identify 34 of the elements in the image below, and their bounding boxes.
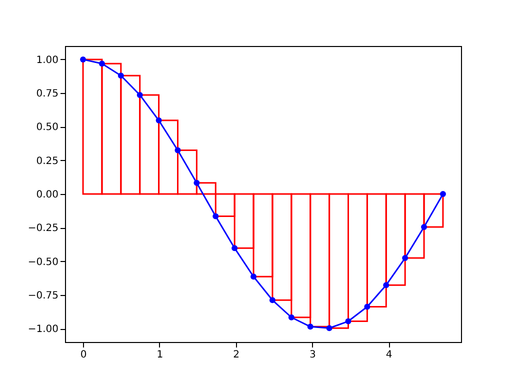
point: [194, 180, 200, 186]
y-tick-label: 0.75: [36, 88, 58, 100]
point: [156, 117, 162, 124]
y-tick-label: −0.25: [28, 223, 58, 234]
y-tick-label: 0.00: [36, 190, 58, 200]
y-tick-label: 1.00: [36, 54, 58, 66]
x-tick-label: 3: [310, 350, 316, 360]
point: [250, 274, 257, 280]
y-tick-label: 0.25: [36, 156, 58, 167]
point: [364, 304, 370, 310]
point: [80, 56, 86, 62]
point: [288, 314, 294, 320]
y-tick-label: 0.50: [36, 122, 58, 134]
x-tick-label: 0: [80, 350, 87, 360]
point: [118, 72, 124, 79]
point: [307, 324, 314, 330]
point: [212, 213, 219, 220]
y-tick-label: −0.50: [28, 256, 58, 268]
point: [269, 297, 276, 304]
point: [232, 245, 238, 252]
point: [136, 92, 143, 98]
point: [421, 224, 428, 230]
point: [402, 255, 408, 262]
point: [98, 60, 105, 67]
x-tick-label: 2: [233, 350, 240, 360]
x-tick-label: 1: [156, 350, 164, 360]
x-tick-label: 4: [386, 350, 392, 360]
point: [345, 318, 352, 324]
point: [383, 282, 390, 288]
point: [326, 325, 332, 332]
y-tick-label: −0.75: [28, 290, 58, 302]
y-tick-label: −1.00: [28, 324, 58, 336]
point: [440, 191, 446, 197]
point: [174, 147, 181, 154]
